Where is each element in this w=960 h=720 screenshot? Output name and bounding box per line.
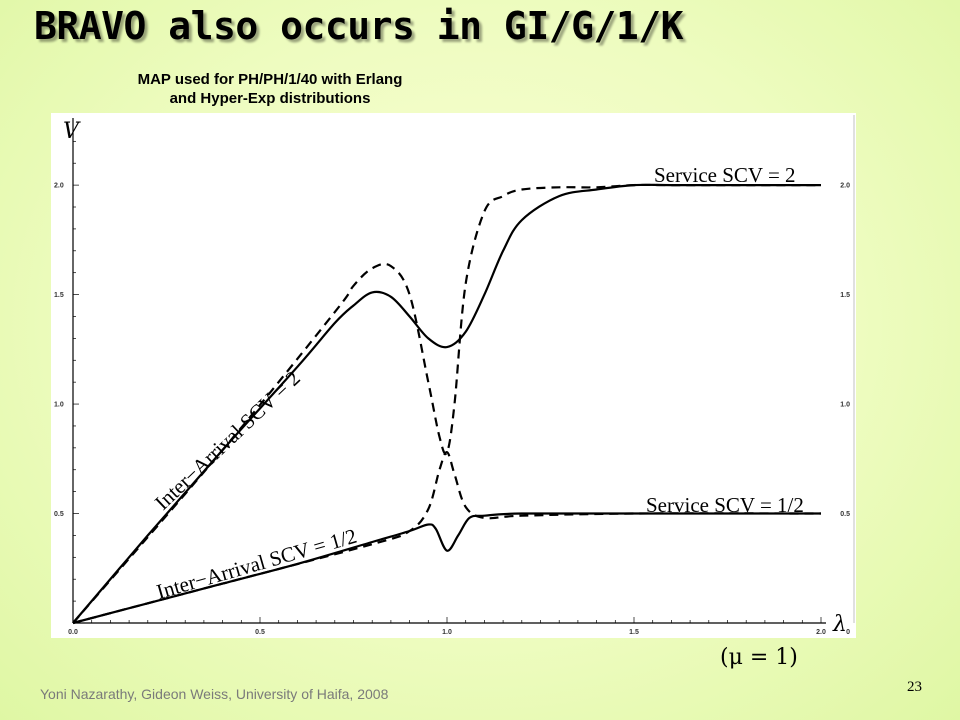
chart-caption: MAP used for PH/PH/1/40 with Erlang and … [70,70,470,108]
annotation-interarrival-scv-2: Inter−Arrival SCV = 2 [150,366,305,515]
plot-area: 0.0 0.5 1.0 1.5 2.0 0.5 0.5 1.0 1.0 1.5 1.5 2.0 2.0 0… [51,113,856,638]
caption-line-2: and Hyper-Exp distributions [169,90,371,107]
line-chart: 0.0 0.5 1.0 1.5 2.0 0.5 0.5 1.0 1.0 1.5 1.5 2.0 2.0 0… [54,115,855,637]
annotation-interarrival-scv-half: Inter−Arrival SCV = 1/2 [154,524,360,604]
y-tick-label: 0.5 [54,511,64,518]
x-tick-label: 1.5 [629,629,639,636]
x-tick-label: 2.0 [816,629,826,636]
y-tick-label: 1.0 [54,402,64,409]
footer-text: Yoni Nazarathy, Gideon Weiss, University… [40,686,389,702]
y-tick-label-right: 0 [846,629,850,636]
annotation-service-scv-2: Service SCV = 2 [654,163,796,187]
slide-number: 23 [907,679,922,695]
y-tick-label: 1.5 [54,292,64,299]
x-axis-label: λ [832,612,847,637]
mu-note: (μ = 1) [720,645,798,670]
x-tick-label: 1.0 [442,629,452,636]
slide-title: BRAVO also occurs in GI/G/1/K [34,4,683,48]
annotation-service-scv-half: Service SCV = 1/2 [646,493,804,517]
y-axis-label: V [63,119,81,144]
y-tick-label-right: 2.0 [840,183,850,190]
y-tick-label: 2.0 [54,183,64,190]
y-tick-label-right: 0.5 [840,511,850,518]
series-line-2-dashed [72,183,821,624]
caption-line-1: MAP used for PH/PH/1/40 with Erlang [137,71,403,88]
x-tick-label: 0.0 [68,629,78,636]
x-tick-label: 0.5 [255,629,265,636]
series-line-1-solid [72,183,821,624]
series-line-3-solid [72,512,821,625]
series-line-4-dashed [72,451,822,625]
y-tick-label-right: 1.0 [840,402,850,409]
y-tick-label-right: 1.5 [840,292,850,299]
